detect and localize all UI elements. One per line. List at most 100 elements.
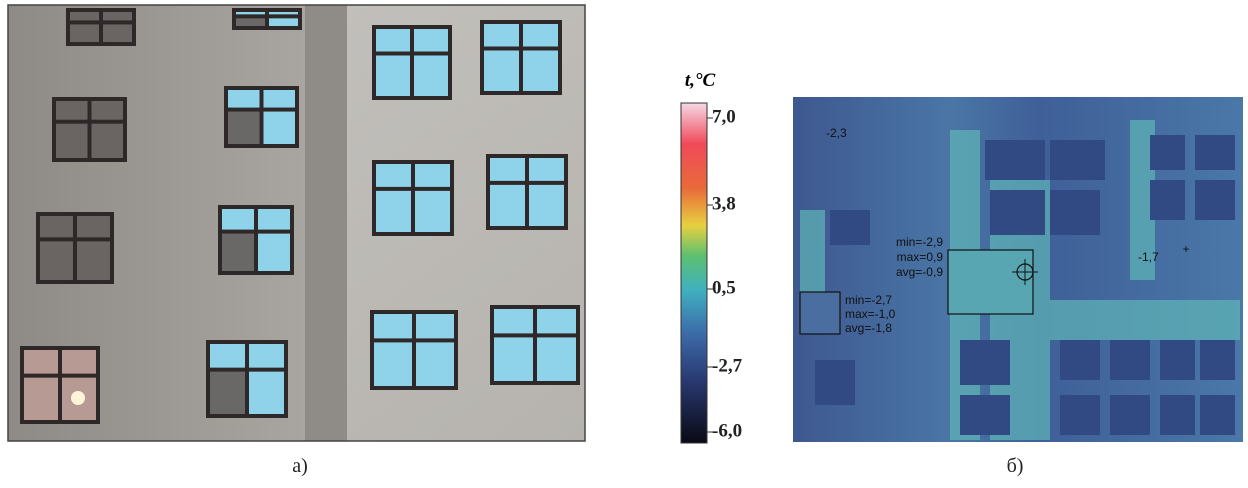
point-label: -2,3 xyxy=(826,126,847,140)
window-pane xyxy=(537,337,576,381)
window-pane xyxy=(484,24,519,47)
window-pane xyxy=(24,350,58,374)
window-pane xyxy=(228,90,260,108)
point-label: -1,7 xyxy=(1138,250,1159,264)
window-pane xyxy=(258,209,290,230)
window-cold xyxy=(960,340,1010,385)
window-pane xyxy=(264,90,296,108)
window-cold xyxy=(1195,180,1235,220)
colorbar-tick-label: -2,7 xyxy=(712,355,743,376)
window-pane xyxy=(523,24,558,47)
warm-zone xyxy=(1050,300,1240,340)
window-pane xyxy=(416,314,454,338)
window-pane xyxy=(92,101,124,120)
window-cold xyxy=(985,140,1045,180)
window-pane xyxy=(77,216,110,237)
window-cold xyxy=(1200,340,1235,380)
window-pane xyxy=(249,344,284,368)
window-pane xyxy=(490,185,525,226)
window-pane xyxy=(56,124,88,158)
window-pane xyxy=(70,24,99,42)
window-pane xyxy=(77,241,110,280)
window-cold xyxy=(1050,190,1100,235)
window-pane xyxy=(258,234,290,271)
window-pane xyxy=(415,191,450,232)
window-pane xyxy=(494,309,533,333)
window-cold xyxy=(1195,135,1235,170)
window-pane xyxy=(40,216,73,237)
colorbar-tick-label: -6,0 xyxy=(712,420,742,441)
window-cold xyxy=(1060,340,1100,380)
window-pane xyxy=(70,12,99,20)
warm-zone xyxy=(800,210,825,300)
window-cold xyxy=(960,395,1010,435)
window-cold xyxy=(815,360,855,405)
window-pane xyxy=(269,12,298,14)
caption: б) xyxy=(1007,455,1024,477)
colorbar-tick-label: 3,8 xyxy=(712,193,736,214)
window-pane xyxy=(103,12,132,20)
window-pane xyxy=(529,158,564,181)
window-pane xyxy=(374,342,412,386)
window-pane xyxy=(523,51,558,92)
column xyxy=(305,5,347,441)
window-pane xyxy=(376,29,410,52)
window-pane xyxy=(24,378,58,420)
colorbar xyxy=(681,103,707,443)
window-pane xyxy=(236,12,265,14)
window-pane xyxy=(40,241,73,280)
window-pane xyxy=(236,18,265,26)
window-pane xyxy=(62,350,96,374)
window-cold xyxy=(830,210,870,245)
window-pane xyxy=(222,209,254,230)
window-pane xyxy=(494,337,533,381)
window-pane xyxy=(529,185,564,226)
window-pane xyxy=(484,51,519,92)
window-pane xyxy=(376,56,410,97)
window-cold xyxy=(1110,340,1150,380)
box-stat: min=-2,9 xyxy=(896,235,943,249)
window-cold xyxy=(990,190,1045,235)
measure-box xyxy=(948,250,1033,314)
window-pane xyxy=(56,101,88,120)
window-pane xyxy=(537,309,576,333)
window-cold xyxy=(1200,395,1235,435)
window-pane xyxy=(490,158,525,181)
window-cold xyxy=(1160,395,1195,435)
colorbar-tick-label: 0,5 xyxy=(712,277,736,298)
window-pane xyxy=(376,164,411,187)
window-pane xyxy=(249,372,284,414)
window-cold xyxy=(1150,180,1185,220)
window-cold xyxy=(1050,140,1105,180)
colorbar-tick-label: 7,0 xyxy=(712,106,736,127)
measure-box xyxy=(800,292,840,334)
window-pane xyxy=(374,314,412,338)
lamp xyxy=(71,391,85,405)
window-pane xyxy=(264,112,296,144)
window-cold xyxy=(1060,395,1100,435)
figure: а) t,°C -2,3-1,7+min=-2,9max=0,9avg=-0,9… xyxy=(0,0,1248,488)
window-pane xyxy=(416,342,454,386)
window-cold xyxy=(1160,340,1195,380)
window-pane xyxy=(414,56,448,97)
window-pane xyxy=(269,18,298,26)
box-stat: min=-2,7 xyxy=(845,293,892,307)
box-stat: avg=-1,8 xyxy=(845,321,892,335)
window-cold xyxy=(1150,135,1185,170)
window-pane xyxy=(414,29,448,52)
window-pane xyxy=(103,24,132,42)
window-cold xyxy=(1110,395,1150,435)
box-stat: max=0,9 xyxy=(897,250,944,264)
window-pane xyxy=(92,124,124,158)
window-pane xyxy=(210,372,245,414)
thermogram: -2,3-1,7+min=-2,9max=0,9avg=-0,9min=-2,7… xyxy=(793,97,1243,442)
window-pane xyxy=(222,234,254,271)
colorbar-title: t,°C xyxy=(685,70,716,91)
window-pane xyxy=(376,191,411,232)
window-pane xyxy=(228,112,260,144)
window-pane xyxy=(210,344,245,368)
box-stat: max=-1,0 xyxy=(845,307,896,321)
window-pane xyxy=(415,164,450,187)
box-stat: avg=-0,9 xyxy=(896,265,943,279)
facade-photo xyxy=(8,5,585,441)
